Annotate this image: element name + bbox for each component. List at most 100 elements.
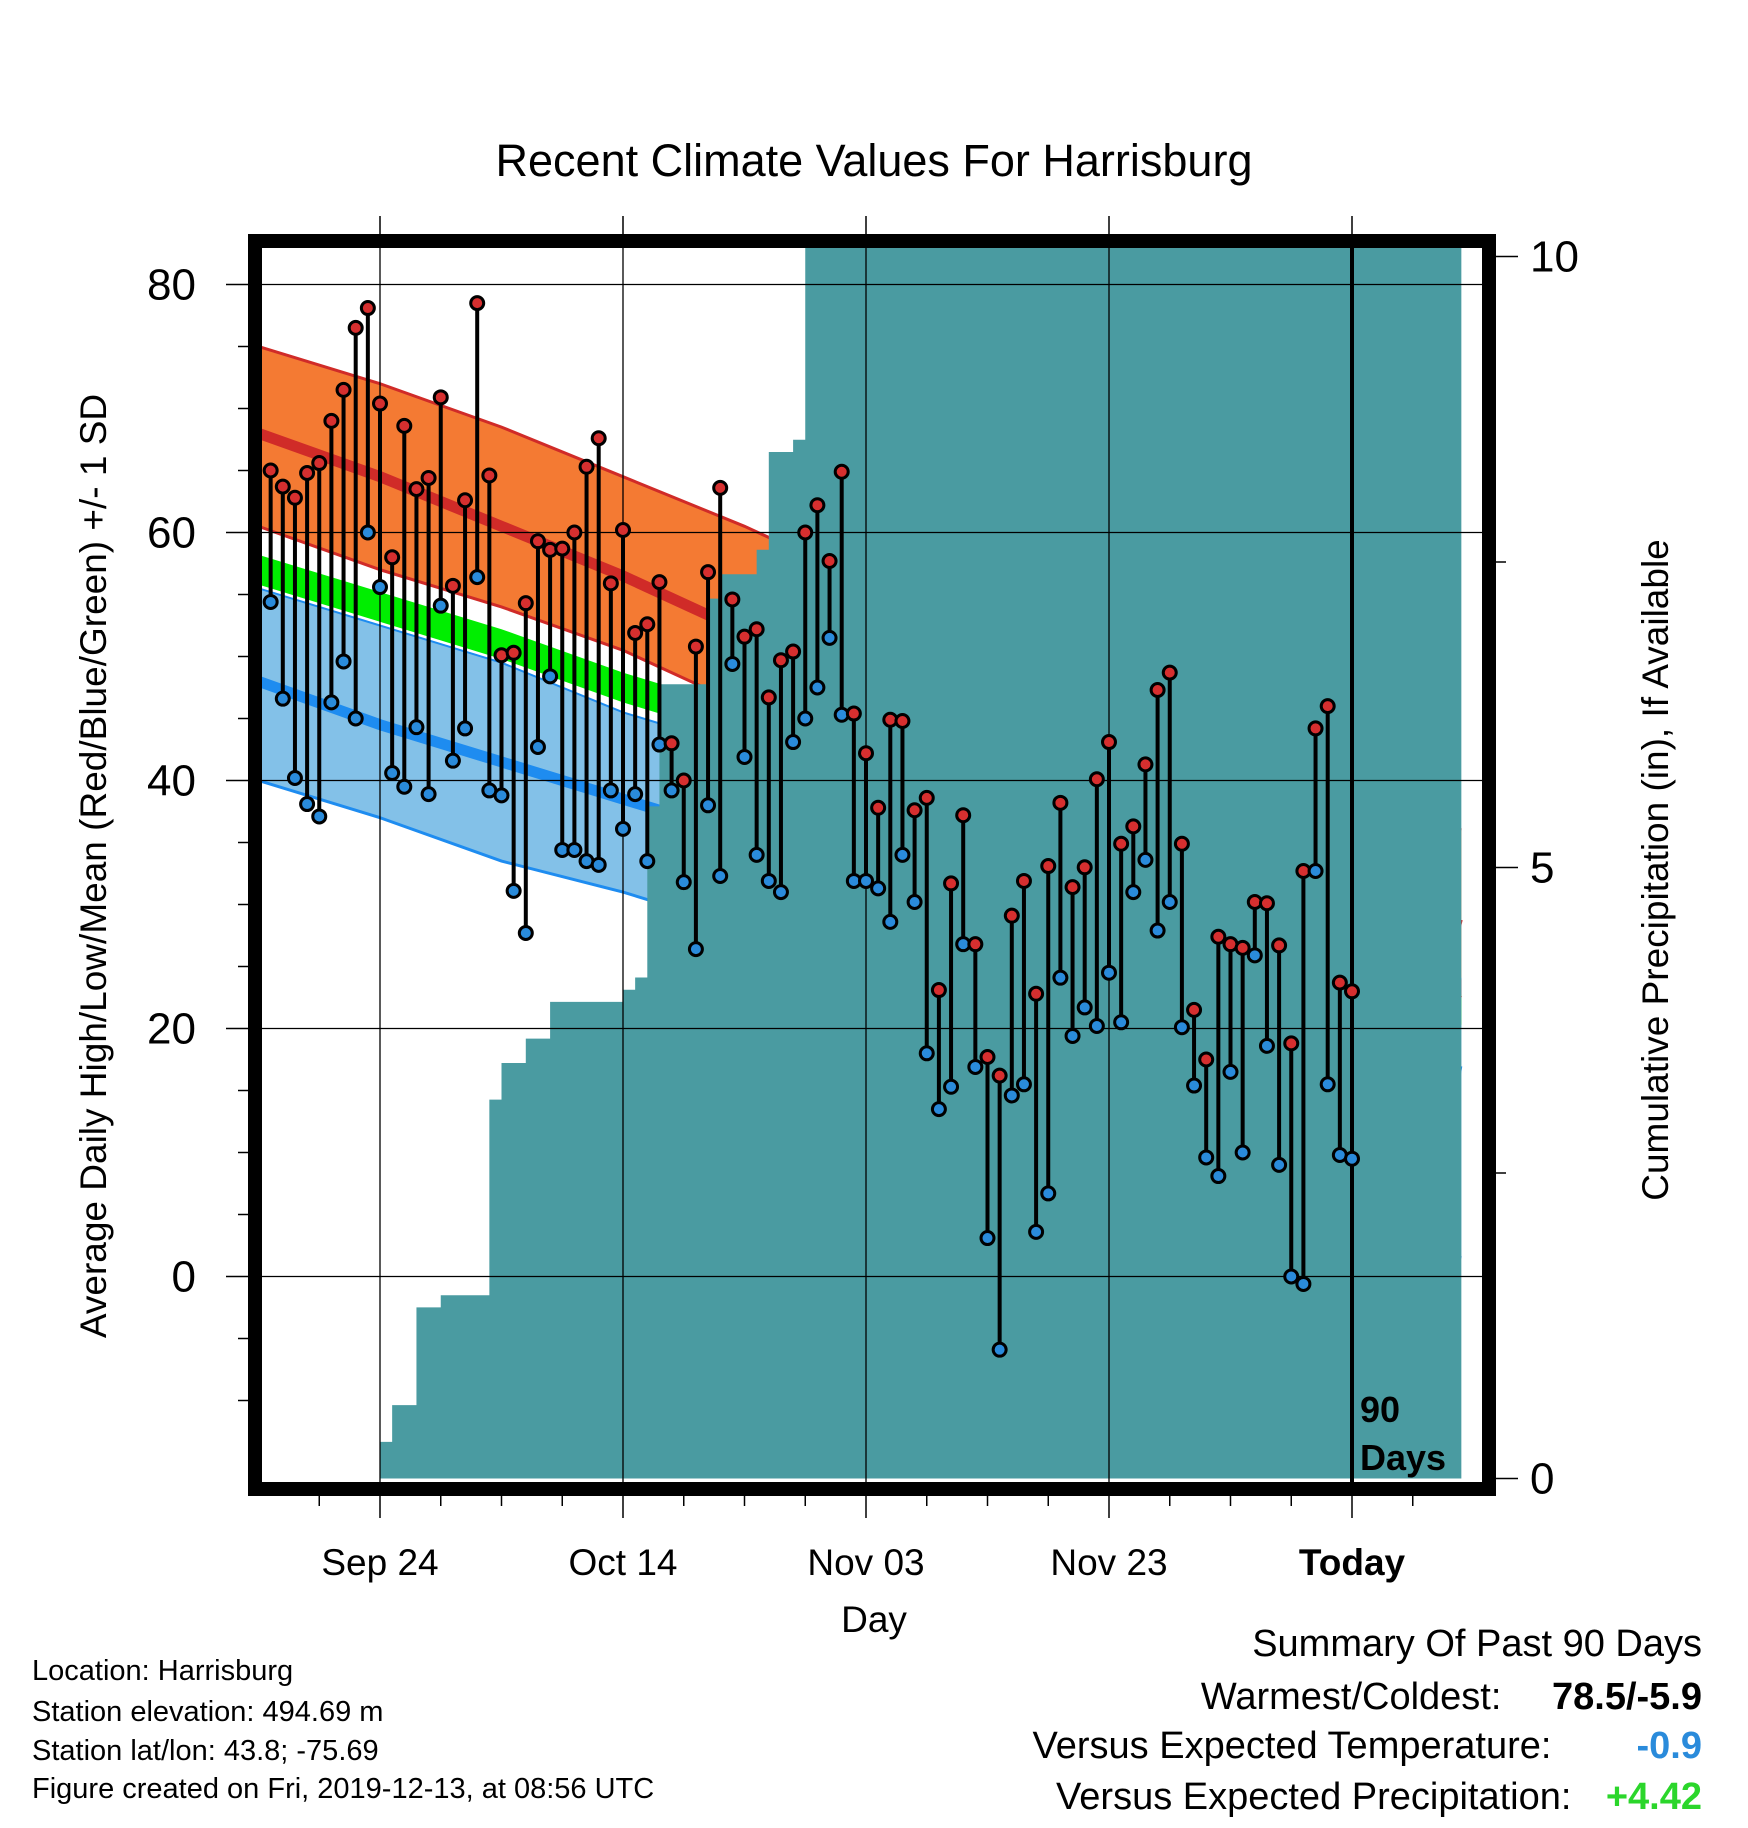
high-point — [736, 628, 753, 645]
created-text: Figure created on Fri, 2019-12-13, at 08… — [32, 1773, 655, 1805]
x-tick-label: Nov 03 — [807, 1542, 924, 1583]
low-point — [1125, 884, 1142, 901]
high-point — [323, 412, 340, 429]
high-point — [529, 533, 546, 550]
low-point — [566, 841, 583, 858]
high-point — [651, 574, 668, 591]
low-point — [930, 1101, 947, 1118]
low-point — [1137, 851, 1154, 868]
low-point — [590, 856, 607, 873]
warm-cold-label: Warmest/Coldest: — [1200, 1676, 1502, 1718]
high-point — [1161, 664, 1178, 681]
low-point — [943, 1078, 960, 1095]
low-point — [493, 787, 510, 804]
low-point — [1052, 969, 1069, 986]
high-point — [1076, 859, 1093, 876]
summary-precipitation: Versus Expected Precipitation: +4.42 — [1056, 1778, 1702, 1816]
high-point — [712, 479, 729, 496]
high-point — [1258, 895, 1275, 912]
low-point — [1076, 999, 1093, 1016]
y-tick-label-right: 10 — [1530, 233, 1579, 282]
high-point — [517, 595, 534, 612]
high-point — [991, 1067, 1008, 1084]
precip-value: +4.42 — [1605, 1776, 1702, 1818]
high-point — [1307, 720, 1324, 737]
high-point — [457, 492, 474, 509]
precip-area — [262, 248, 1462, 1479]
high-point — [700, 564, 717, 581]
low-point — [1210, 1168, 1227, 1185]
high-point — [469, 295, 486, 312]
high-point — [262, 462, 279, 479]
high-point — [748, 621, 765, 638]
temp-value: -0.9 — [1636, 1725, 1702, 1767]
high-point — [286, 489, 303, 506]
low-point — [615, 820, 631, 837]
y-tick-label-left: 60 — [147, 509, 196, 558]
high-point — [444, 577, 461, 594]
high-point — [821, 553, 838, 570]
low-point — [1271, 1156, 1288, 1173]
high-point — [1125, 818, 1142, 835]
low-point — [1198, 1149, 1215, 1166]
low-point — [372, 579, 388, 596]
low-point — [785, 734, 802, 751]
low-point — [542, 668, 559, 685]
temp-label: Versus Expected Temperature: — [1032, 1725, 1552, 1767]
high-point — [797, 524, 814, 541]
latlon-text: Station lat/lon: 43.8; -75.69 — [32, 1735, 379, 1767]
low-point — [712, 867, 729, 884]
low-point — [736, 748, 753, 765]
low-point — [1088, 1018, 1105, 1035]
high-point — [1015, 872, 1032, 889]
high-point — [833, 463, 850, 480]
high-point — [384, 549, 401, 566]
precip-label: Versus Expected Precipitation: — [1056, 1776, 1572, 1818]
low-point — [602, 782, 619, 799]
low-point — [1003, 1087, 1020, 1104]
high-point — [675, 772, 692, 789]
low-point — [384, 765, 401, 782]
low-point — [1161, 894, 1178, 911]
high-point — [785, 643, 802, 660]
high-point — [943, 875, 960, 892]
low-point — [858, 872, 874, 889]
low-point — [299, 796, 316, 813]
low-point — [286, 770, 303, 787]
high-point — [602, 575, 619, 592]
high-point — [760, 689, 777, 706]
low-point — [1173, 1019, 1190, 1036]
high-point — [311, 455, 328, 472]
high-point — [1113, 835, 1130, 852]
low-point — [991, 1341, 1008, 1358]
high-point — [1271, 937, 1288, 954]
high-point — [590, 430, 607, 447]
high-point — [566, 524, 583, 541]
high-point — [687, 638, 704, 655]
low-point — [809, 679, 826, 696]
high-point — [335, 381, 352, 398]
low-point — [359, 524, 376, 541]
low-point — [1015, 1076, 1032, 1093]
high-point — [1186, 1001, 1203, 1018]
high-point — [1198, 1051, 1215, 1068]
y-tick-label-left: 0 — [172, 1253, 196, 1302]
low-point — [700, 797, 717, 814]
low-point — [469, 569, 486, 586]
low-point — [1028, 1223, 1045, 1240]
high-point — [1319, 698, 1336, 715]
y-tick-label-left: 80 — [147, 261, 196, 310]
warm-cold-value: 78.5/-5.9 — [1552, 1676, 1702, 1718]
low-point — [979, 1230, 996, 1247]
low-point — [1295, 1275, 1312, 1292]
high-point — [420, 469, 437, 486]
high-point — [627, 624, 644, 641]
y-axis-label-right: Cumulative Precipitation (in), If Availa… — [1635, 539, 1676, 1201]
high-point — [967, 936, 984, 953]
high-point — [299, 464, 316, 481]
plot-frame — [248, 234, 1496, 1496]
low-point — [967, 1058, 984, 1075]
low-point — [517, 925, 534, 942]
high-point — [1283, 1035, 1300, 1052]
